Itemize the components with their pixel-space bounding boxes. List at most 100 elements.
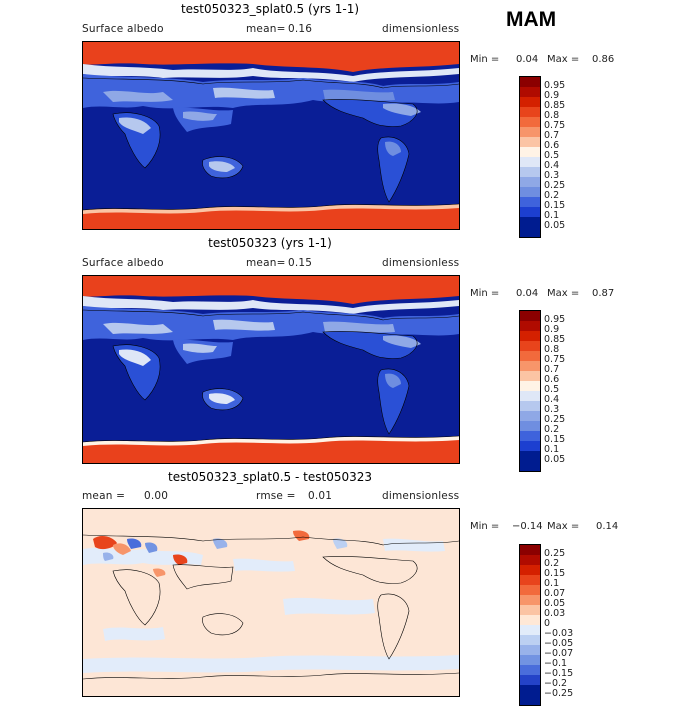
colorbar-swatch bbox=[520, 635, 540, 645]
colorbar-level-label: 0.2 bbox=[544, 558, 560, 569]
colorbar-swatch bbox=[520, 451, 540, 461]
colorbar-swatch bbox=[520, 391, 540, 401]
panel-2-variable-label: Surface albedo bbox=[82, 257, 164, 269]
colorbar-swatch bbox=[520, 461, 540, 471]
colorbar-swatches bbox=[519, 310, 541, 472]
colorbar-swatch bbox=[520, 187, 540, 197]
colorbar-level-label: 0.7 bbox=[544, 130, 560, 141]
colorbar-swatch bbox=[520, 431, 540, 441]
panel-3-mean-value: 0.00 bbox=[144, 490, 169, 502]
panel-3-max-label: Max = bbox=[547, 521, 580, 532]
colorbar-swatch bbox=[520, 555, 540, 565]
panel-1-albedo-map bbox=[82, 41, 460, 230]
colorbar-swatch bbox=[520, 575, 540, 585]
colorbar-swatch bbox=[520, 625, 540, 635]
colorbar-swatch bbox=[520, 675, 540, 685]
colorbar-swatch bbox=[520, 645, 540, 655]
colorbar-swatch bbox=[520, 411, 540, 421]
colorbar-swatch bbox=[520, 371, 540, 381]
colorbar-swatch bbox=[520, 97, 540, 107]
colorbar-swatch bbox=[520, 227, 540, 237]
colorbar-swatch bbox=[520, 117, 540, 127]
colorbar-level-label: 0.07 bbox=[544, 588, 566, 599]
colorbar-level-label: 0.85 bbox=[544, 100, 566, 111]
colorbar-level-label: 0.95 bbox=[544, 80, 566, 91]
colorbar-swatch bbox=[520, 361, 540, 371]
panel-3-rmse-value: 0.01 bbox=[308, 490, 333, 502]
colorbar-level-label: 0.4 bbox=[544, 160, 560, 171]
panel-1-max-value: 0.86 bbox=[592, 54, 615, 65]
colorbar-level-label: 0.75 bbox=[544, 120, 566, 131]
colorbar-swatch bbox=[520, 127, 540, 137]
colorbar-level-label: 0.1 bbox=[544, 444, 560, 455]
colorbar-swatch bbox=[520, 565, 540, 575]
colorbar-swatch bbox=[520, 665, 540, 675]
colorbar-level-label: −0.25 bbox=[544, 688, 574, 699]
panel-3-max-value: 0.14 bbox=[596, 521, 619, 532]
colorbar-swatch bbox=[520, 197, 540, 207]
colorbar-level-label: 0.8 bbox=[544, 344, 560, 355]
colorbar-level-label: 0 bbox=[544, 618, 551, 629]
colorbar-level-label: −0.07 bbox=[544, 648, 574, 659]
panel-3-title: test050323_splat0.5 - test050323 bbox=[167, 470, 372, 484]
colorbar-swatch bbox=[520, 585, 540, 595]
colorbar-swatch bbox=[520, 595, 540, 605]
colorbar-level-label: 0.5 bbox=[544, 150, 560, 161]
colorbar-level-label: 0.4 bbox=[544, 394, 560, 405]
panel-2-max-label: Max = bbox=[547, 288, 580, 299]
colorbar-swatch bbox=[520, 441, 540, 451]
colorbar-level-label: 0.15 bbox=[544, 434, 566, 445]
panel-1-min-label: Min = bbox=[470, 54, 500, 65]
colorbar-swatch bbox=[520, 147, 540, 157]
colorbar-level-label: 0.7 bbox=[544, 364, 560, 375]
panel-2-title: test050323 (yrs 1-1) bbox=[208, 236, 332, 250]
panel-1-max-label: Max = bbox=[547, 54, 580, 65]
colorbar-level-label: 0.3 bbox=[544, 404, 560, 415]
panel-1-units-label: dimensionless bbox=[382, 23, 460, 35]
colorbar-swatches bbox=[519, 544, 541, 706]
colorbar-level-label: 0.6 bbox=[544, 140, 560, 151]
panel-1-variable-label: Surface albedo bbox=[82, 23, 164, 35]
colorbar-level-label: 0.05 bbox=[544, 220, 566, 231]
colorbar-swatches bbox=[519, 76, 541, 238]
colorbar-level-label: −0.05 bbox=[544, 638, 574, 649]
colorbar-level-label: 0.2 bbox=[544, 190, 560, 201]
colorbar-level-label: 0.95 bbox=[544, 314, 566, 325]
panel-1-min-value: 0.04 bbox=[516, 54, 539, 65]
colorbar-level-label: 0.15 bbox=[544, 568, 566, 579]
colorbar-level-label: 0.5 bbox=[544, 384, 560, 395]
colorbar-level-label: 0.2 bbox=[544, 424, 560, 435]
colorbar-swatch bbox=[520, 401, 540, 411]
season-label: MAM bbox=[506, 8, 557, 31]
colorbar-swatch bbox=[520, 217, 540, 227]
panel-3-min-value: −0.14 bbox=[512, 521, 543, 532]
colorbar-level-label: −0.15 bbox=[544, 668, 574, 679]
panel-2-units-label: dimensionless bbox=[382, 257, 460, 269]
panel-3-rmse-label: rmse = bbox=[256, 490, 296, 502]
colorbar-swatch bbox=[520, 137, 540, 147]
panel-3-mean-label: mean = bbox=[82, 490, 126, 502]
colorbar-swatch bbox=[520, 655, 540, 665]
colorbar-level-label: 0.1 bbox=[544, 210, 560, 221]
colorbar-level-label: −0.03 bbox=[544, 628, 574, 639]
colorbar-level-label: 0.9 bbox=[544, 324, 560, 335]
panel-2-mean-value: 0.15 bbox=[288, 257, 313, 269]
colorbar-level-label: 0.75 bbox=[544, 354, 566, 365]
panel-1-mean-label: mean= bbox=[246, 23, 286, 35]
colorbar-level-label: 0.6 bbox=[544, 374, 560, 385]
panel-2-min-label: Min = bbox=[470, 288, 500, 299]
colorbar-swatch bbox=[520, 77, 540, 87]
colorbar-swatch bbox=[520, 351, 540, 361]
panel-2-mean-label: mean= bbox=[246, 257, 286, 269]
colorbar-level-label: 0.03 bbox=[544, 608, 566, 619]
colorbar-swatch bbox=[520, 207, 540, 217]
colorbar-level-label: 0.05 bbox=[544, 454, 566, 465]
colorbar-swatch bbox=[520, 321, 540, 331]
colorbar-level-label: 0.25 bbox=[544, 548, 566, 559]
panel-3-units-label: dimensionless bbox=[382, 490, 460, 502]
panel-1-title: test050323_splat0.5 (yrs 1-1) bbox=[180, 2, 360, 16]
panel-1-mean-value: 0.16 bbox=[288, 23, 313, 35]
colorbar-swatch bbox=[520, 341, 540, 351]
panel-2-max-value: 0.87 bbox=[592, 288, 615, 299]
colorbar-swatch bbox=[520, 157, 540, 167]
